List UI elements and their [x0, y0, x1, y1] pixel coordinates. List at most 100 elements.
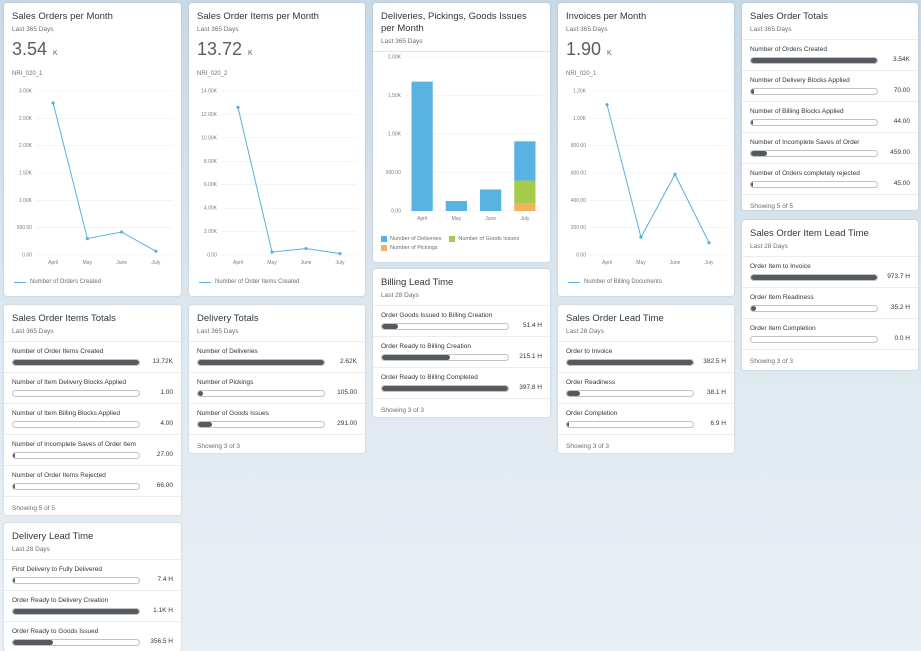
- metric-row[interactable]: Number of Incomplete Saves of Order 459.0…: [742, 132, 918, 163]
- metric-row[interactable]: Number of Deliveries 2.62K: [189, 341, 365, 372]
- metric-row[interactable]: Order Goods Issued to Billing Creation 51…: [373, 305, 550, 336]
- metric-row[interactable]: Number of Order Items Rejected 66.00: [4, 465, 181, 496]
- card-title: Billing Lead Time: [381, 277, 454, 288]
- metric-row[interactable]: Order Ready to Delivery Creation 1.1K H: [4, 590, 181, 621]
- metric-row[interactable]: Order Completion 6.9 H: [558, 403, 734, 434]
- metric-value: 397.8 H: [519, 384, 542, 391]
- card-title: Sales Order Items Totals: [12, 313, 116, 324]
- metric-bar: [750, 119, 878, 126]
- stacked-bar-chart: 0.00 500.00 1.00K 1.50K 2.00K April May June Jul…: [386, 55, 542, 222]
- metric-row[interactable]: First Delivery to Fully Delivered 7.4 H: [4, 559, 181, 590]
- metric-row[interactable]: Number of Goods Issues 291.00: [189, 403, 365, 434]
- y-tick-label: 200.00: [571, 225, 587, 231]
- metric-label: Order Item to Invoice: [750, 263, 811, 270]
- metric-value: 973.7 H: [887, 273, 910, 280]
- metric-row[interactable]: Order Item to Invoice 973.7 H: [742, 256, 918, 287]
- card-subtitle: Last 365 Days: [12, 328, 54, 335]
- card-sales-order-items-totals[interactable]: Sales Order Items Totals Last 365 Days N…: [4, 305, 181, 515]
- x-tick-label: July: [336, 260, 345, 266]
- kpi-value: 1.90 K: [566, 39, 612, 59]
- card-footer: Showing 3 of 3: [742, 349, 918, 370]
- card-delivery-lead-time[interactable]: Delivery Lead Time Last 28 Days First De…: [4, 523, 181, 651]
- metric-label: Number of Incomplete Saves of Order Item: [12, 441, 136, 448]
- line-legend-icon: [568, 281, 580, 283]
- metric-bar-fill: [567, 360, 693, 365]
- y-tick-label: 0.00: [207, 253, 217, 259]
- metric-row[interactable]: Number of Billing Blocks Applied 44.00: [742, 101, 918, 132]
- metric-label: Order Item Readiness: [750, 294, 814, 301]
- metric-bar: [750, 88, 878, 95]
- metric-row[interactable]: Number of Delivery Blocks Applied 70.00: [742, 70, 918, 101]
- metric-row[interactable]: Number of Orders completely rejected 45.0…: [742, 163, 918, 194]
- metric-row[interactable]: Number of Pickings 105.00: [189, 372, 365, 403]
- y-tick-label: 1.20K: [573, 89, 587, 95]
- kpi-code: NRI_020_1: [12, 71, 43, 77]
- x-tick-label: May: [636, 260, 646, 266]
- metric-bar-fill: [751, 151, 768, 156]
- card-title: Sales Order Totals: [750, 11, 828, 22]
- metric-bar-fill: [13, 578, 15, 583]
- series-line: [237, 107, 341, 255]
- card-title: Delivery Totals: [197, 313, 259, 324]
- metric-bar-fill: [751, 182, 753, 187]
- metric-value: 2.62K: [340, 358, 357, 365]
- x-tick-label: July: [151, 260, 160, 266]
- card-billing-lead-time[interactable]: Billing Lead Time Last 28 Days Order Goo…: [373, 269, 550, 417]
- card-subtitle: Last 28 Days: [12, 546, 50, 553]
- metric-row[interactable]: Order Item Completion 0.0 H: [742, 318, 918, 349]
- data-point: [236, 105, 240, 109]
- card-sales-orders-per-month[interactable]: Sales Orders per Month Last 365 Days 3.5…: [4, 3, 181, 296]
- y-tick-label: 1.50K: [19, 171, 33, 177]
- metric-value: 66.00: [156, 482, 173, 489]
- metric-row[interactable]: Order Ready to Billing Completed 397.8 H: [373, 367, 550, 398]
- metric-value: 27.00: [156, 451, 173, 458]
- series-line: [606, 104, 710, 243]
- card-sales-order-items-per-month[interactable]: Sales Order Items per Month Last 365 Day…: [189, 3, 365, 296]
- metric-value: 7.4 H: [157, 576, 173, 583]
- card-delivery-totals[interactable]: Delivery Totals Last 365 Days Number of …: [189, 305, 365, 453]
- y-tick-label: 400.00: [571, 198, 587, 204]
- card-invoices-per-month[interactable]: Invoices per Month Last 365 Days 1.90 K N…: [558, 3, 734, 296]
- metric-bar-fill: [198, 422, 212, 427]
- metric-value: 35.2 H: [890, 304, 910, 311]
- y-tick-label: 600.00: [571, 171, 587, 177]
- metric-bar: [12, 608, 140, 615]
- metric-row[interactable]: Order Item Readiness 35.2 H: [742, 287, 918, 318]
- metric-label: Number of Orders Created: [750, 46, 827, 53]
- card-sales-order-item-lead-time[interactable]: Sales Order Item Lead Time Last 28 Days …: [742, 220, 918, 370]
- metric-bar-fill: [751, 120, 753, 125]
- metric-value: 1.00: [160, 389, 173, 396]
- metric-value: 215.1 H: [519, 353, 542, 360]
- metric-bar-fill: [13, 453, 15, 458]
- card-subtitle: Last 28 Days: [381, 292, 419, 299]
- metric-row[interactable]: Number of Item Billing Blocks Applied 4.0…: [4, 403, 181, 434]
- card-deliveries-pickings-goods-issues[interactable]: Deliveries, Pickings, Goods Issues per M…: [373, 3, 550, 262]
- metric-label: Number of Billing Blocks Applied: [750, 108, 844, 115]
- card-sales-order-lead-time[interactable]: Sales Order Lead Time Last 28 Days Order…: [558, 305, 734, 453]
- metric-row[interactable]: Order Ready to Billing Creation 215.1 H: [373, 336, 550, 367]
- x-tick-label: June: [485, 216, 496, 222]
- metric-bar: [750, 181, 878, 188]
- y-tick-label: 14.00K: [201, 89, 218, 95]
- metric-row[interactable]: Number of Orders Created 3.54K: [742, 39, 918, 70]
- metric-row[interactable]: Order Ready to Goods Issued 356.5 H: [4, 621, 181, 651]
- y-tick-label: 1.00K: [19, 198, 33, 204]
- metric-row[interactable]: Number of Order Items Created 13.72K: [4, 341, 181, 372]
- data-point: [270, 250, 274, 254]
- metric-value: 291.00: [337, 420, 357, 427]
- metric-label: Order Completion: [566, 410, 618, 417]
- metric-row[interactable]: Order to Invoice 382.5 H: [558, 341, 734, 372]
- metric-label: Number of Item Delivery Blocks Applied: [12, 379, 127, 386]
- data-point: [338, 251, 342, 256]
- card-sales-order-totals[interactable]: Sales Order Totals Last 365 Days Number …: [742, 3, 918, 210]
- metric-label: Order Ready to Delivery Creation: [12, 597, 109, 604]
- metric-bar-fill: [751, 89, 754, 94]
- metric-row[interactable]: Order Readiness 38.1 H: [558, 372, 734, 403]
- metric-row[interactable]: Number of Incomplete Saves of Order Item…: [4, 434, 181, 465]
- card-title: Invoices per Month: [566, 11, 647, 22]
- y-tick-label: 2.00K: [388, 55, 402, 61]
- card-subtitle: Last 365 Days: [750, 26, 792, 33]
- metric-row[interactable]: Number of Item Delivery Blocks Applied 1.…: [4, 372, 181, 403]
- card-title: Sales Order Items per Month: [197, 11, 319, 22]
- metric-value: 13.72K: [152, 358, 173, 365]
